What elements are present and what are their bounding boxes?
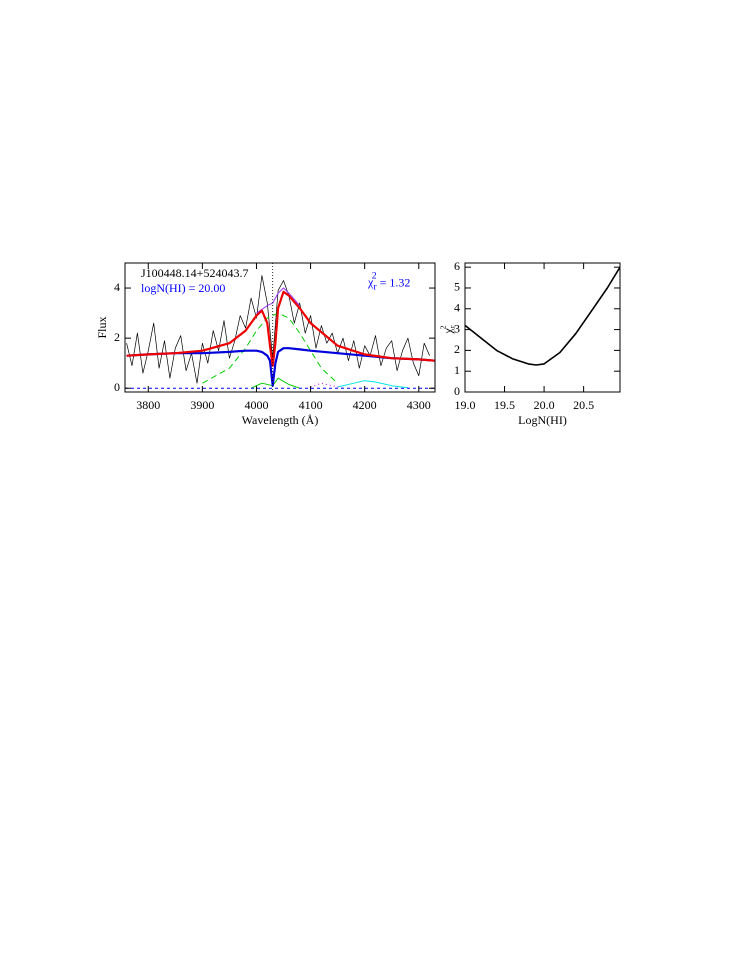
x-tick-label: 3800 xyxy=(136,398,160,412)
x-axis-label: LogN(HI) xyxy=(518,413,567,427)
series-line xyxy=(250,377,300,389)
chi-sub: r xyxy=(447,325,456,328)
annotation: J100448.14+524043.7 xyxy=(141,266,248,280)
x-tick-label: 4000 xyxy=(244,398,268,412)
x-tick-label: 19.0 xyxy=(455,398,476,412)
y-tick-label: 0 xyxy=(454,384,460,398)
y-tick-label: 6 xyxy=(454,259,460,273)
y-axis-label: Flux xyxy=(95,316,109,338)
chi-label: χr2 = 1.32 xyxy=(367,270,410,292)
y-tick-label: 3 xyxy=(454,321,460,335)
series-line xyxy=(310,382,344,389)
chi-sub: r xyxy=(373,282,377,293)
chi-sup: 2 xyxy=(438,325,447,329)
series-line xyxy=(256,287,301,314)
y-tick-label: 2 xyxy=(114,330,120,344)
x-tick-label: 4200 xyxy=(353,398,377,412)
series-line xyxy=(126,347,435,387)
plot-frame xyxy=(464,262,621,393)
x-tick-label: 20.5 xyxy=(573,398,594,412)
x-tick-label: 4300 xyxy=(407,398,431,412)
plot-area xyxy=(125,275,435,389)
chi-sup: 2 xyxy=(372,270,377,281)
chi-symbol: χ xyxy=(367,275,374,289)
series-line xyxy=(465,266,620,366)
chi-label: χr2 xyxy=(438,325,456,334)
y-tick-label: 0 xyxy=(114,380,120,394)
y-tick-label: 5 xyxy=(454,280,460,294)
chi-symbol: χ xyxy=(441,328,455,335)
chi-value: = 1.32 xyxy=(377,275,411,289)
x-tick-label: 4100 xyxy=(299,398,323,412)
plot-frame xyxy=(124,262,436,393)
y-tick-label: 4 xyxy=(454,301,460,315)
x-tick-label: 3900 xyxy=(190,398,214,412)
y-tick-label: 2 xyxy=(454,342,460,356)
x-tick-label: 19.5 xyxy=(494,398,515,412)
x-tick-label: 20.0 xyxy=(534,398,555,412)
x-axis-label: Wavelength (Å) xyxy=(242,413,319,427)
series-line xyxy=(126,290,435,367)
y-tick-label: 1 xyxy=(454,363,460,377)
plot-area xyxy=(465,266,620,366)
series-line xyxy=(337,380,408,389)
y-tick-label: 4 xyxy=(114,280,120,294)
annotation: logN(HI) = 20.00 xyxy=(141,281,225,295)
